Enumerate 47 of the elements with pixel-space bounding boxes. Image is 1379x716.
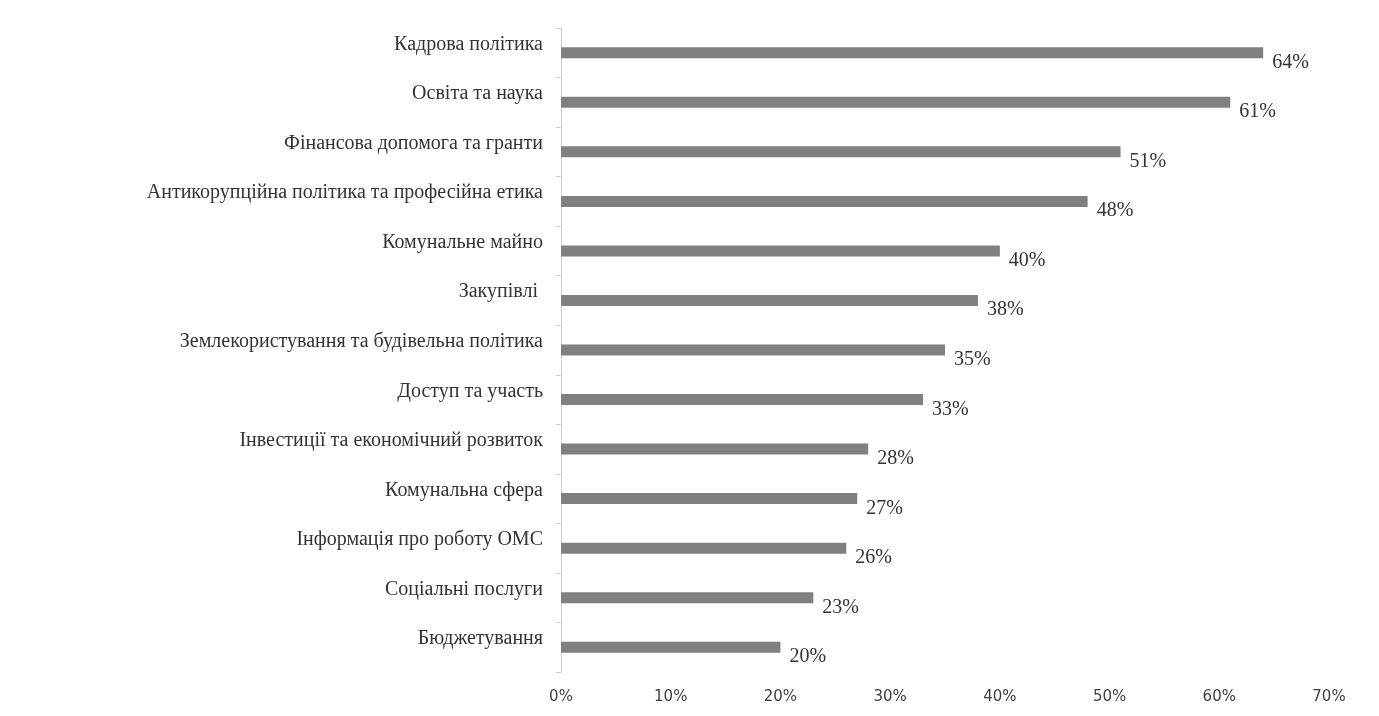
bar [561, 245, 1000, 257]
x-tick-label: 50% [1092, 686, 1127, 705]
data-label: 33% [932, 396, 969, 419]
y-tick-label: Кадрова політика [394, 31, 544, 55]
y-tick-label: Доступ та участь [397, 378, 543, 402]
bar [561, 592, 814, 604]
bar [561, 195, 1088, 207]
bar [561, 542, 847, 554]
y-tick-label: Землекористування та будівельна політика [179, 329, 544, 352]
y-tick-label: Соціальні послуги [385, 576, 544, 600]
bar [561, 146, 1121, 158]
data-label: 26% [855, 545, 892, 568]
data-label: 61% [1239, 99, 1276, 122]
data-label: 23% [822, 594, 860, 617]
data-label: 64% [1272, 49, 1309, 72]
data-label: 35% [954, 347, 991, 369]
y-tick-label: Комунальне майно [382, 229, 543, 253]
data-label: 20% [789, 644, 827, 667]
y-tick-label: Фінансова допомога та гранти [284, 130, 544, 154]
bar [561, 96, 1231, 108]
x-tick-label: 30% [873, 686, 907, 705]
x-tick-label: 0% [549, 686, 573, 705]
bar [561, 344, 945, 356]
bar [561, 443, 869, 455]
y-tick-label: Комунальна сфера [385, 477, 544, 501]
x-tick-label: 20% [763, 686, 798, 705]
bar [561, 493, 858, 505]
x-tick-label: 40% [983, 686, 1017, 705]
x-tick-label: 10% [654, 686, 688, 705]
y-tick-label: Бюджетування [417, 626, 543, 650]
y-tick-label: Інвестиції та економічний розвиток [239, 428, 544, 452]
bar [561, 294, 978, 306]
y-tick-label: Освіта та наука [412, 81, 544, 105]
data-label: 40% [1008, 247, 1046, 270]
data-label: 51% [1129, 148, 1167, 171]
data-label: 27% [866, 495, 903, 518]
bar [561, 641, 781, 653]
bar [561, 394, 924, 406]
y-tick-label: Антикорупційна політика та професійна етика [146, 180, 544, 204]
bar [561, 47, 1264, 59]
data-label: 48% [1096, 198, 1134, 221]
x-tick-label: 70% [1312, 686, 1346, 705]
data-label: 38% [986, 297, 1024, 320]
data-label: 28% [877, 446, 914, 469]
x-tick-label: 60% [1202, 686, 1236, 705]
y-tick-label: Інформація про роботу ОМС [296, 527, 543, 551]
y-tick-label: Закупівлі [458, 279, 543, 303]
